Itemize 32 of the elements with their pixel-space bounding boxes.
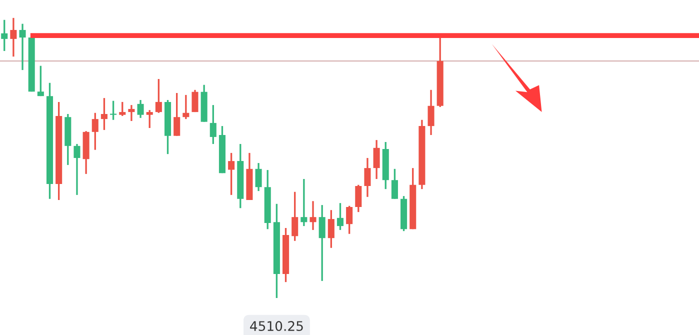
candlestick	[391, 168, 398, 200]
candlestick	[146, 109, 153, 129]
candlestick	[192, 89, 198, 113]
candlestick	[1, 19, 8, 52]
candlestick	[292, 191, 298, 242]
candlestick	[300, 178, 308, 227]
candlestick	[182, 94, 190, 120]
candlestick	[10, 17, 17, 58]
candlestick	[428, 89, 434, 136]
candlestick	[328, 209, 334, 249]
candlestick	[137, 99, 144, 119]
candlestick	[92, 112, 98, 151]
candlestick	[373, 139, 380, 180]
candlestick	[19, 22, 26, 71]
candlestick	[100, 97, 108, 131]
candlestick	[228, 152, 235, 196]
candlestick	[37, 64, 44, 97]
candlestick	[110, 100, 117, 121]
candlestick	[346, 205, 353, 235]
candlestick	[155, 78, 162, 114]
candlestick	[318, 204, 326, 282]
candlestick	[119, 101, 126, 117]
candlestick	[336, 202, 344, 231]
candlestick	[174, 92, 180, 137]
candlestick	[210, 104, 216, 145]
candlestick	[310, 200, 316, 231]
candlestick	[355, 184, 362, 213]
candlestick	[364, 157, 371, 198]
annotation: 4510.25	[250, 321, 303, 332]
candlestick	[74, 143, 80, 196]
candlestick	[128, 104, 135, 122]
candlestick	[255, 162, 262, 192]
